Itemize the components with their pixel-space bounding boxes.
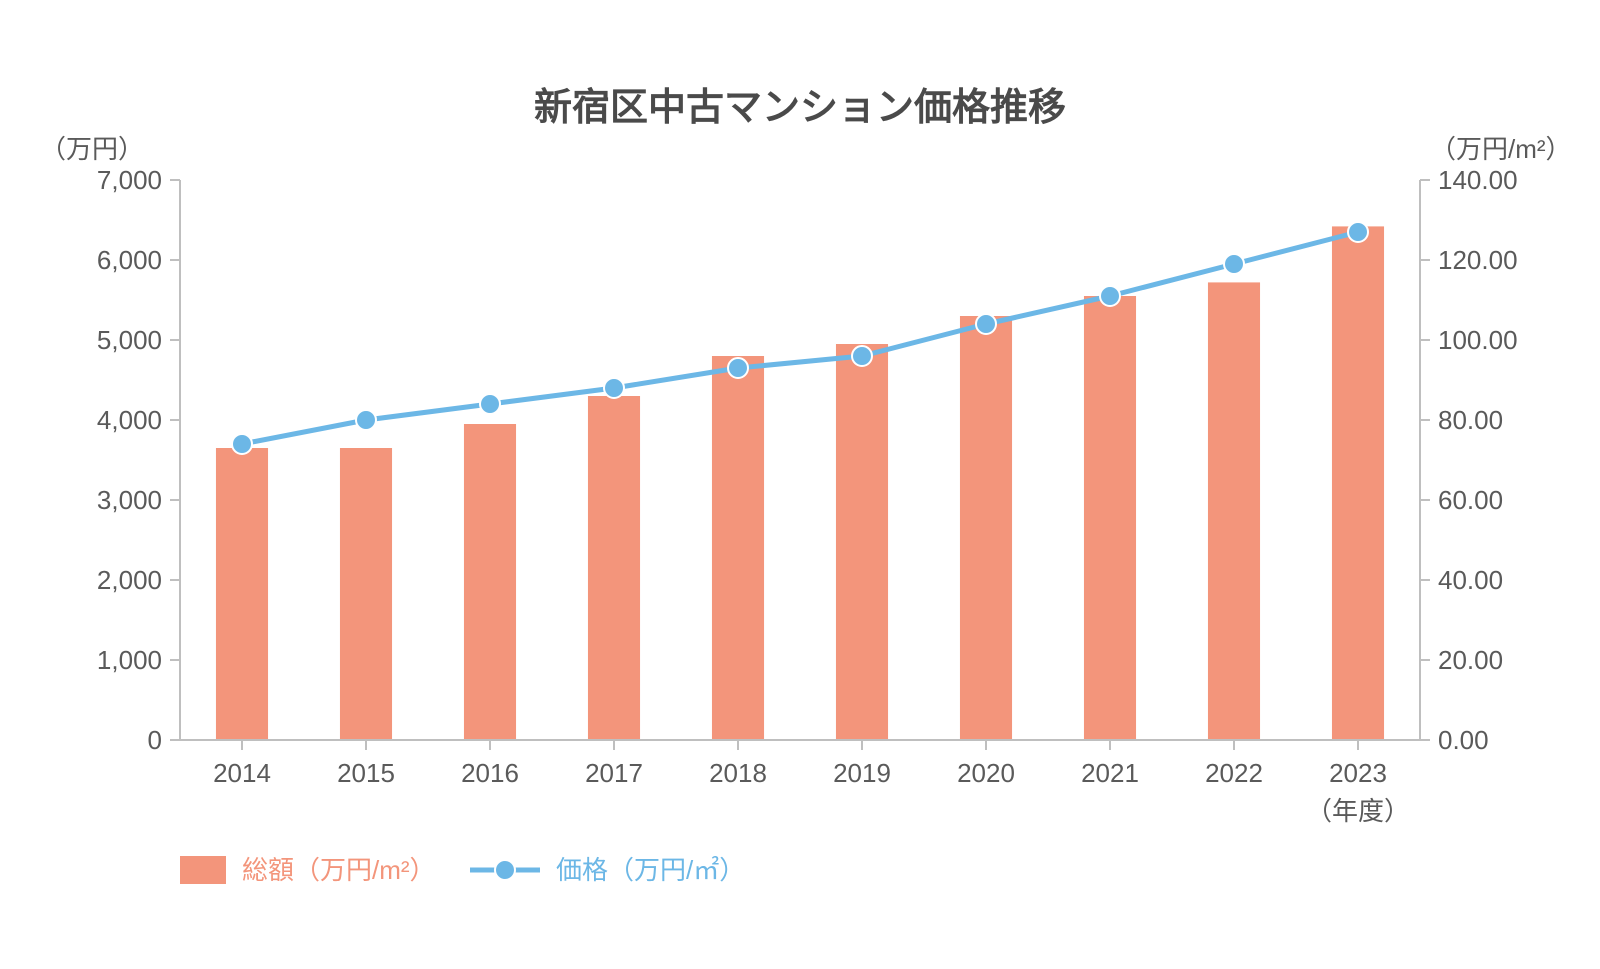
legend-line-marker	[495, 860, 515, 880]
y-right-tick-label: 60.00	[1438, 485, 1503, 515]
bar	[712, 356, 764, 740]
bar	[1332, 226, 1384, 740]
x-tick-label: 2016	[461, 758, 519, 788]
x-tick-label: 2021	[1081, 758, 1139, 788]
bar	[1084, 296, 1136, 740]
line-series	[242, 232, 1358, 444]
y-left-tick-label: 3,000	[97, 485, 162, 515]
y-right-tick-label: 140.00	[1438, 165, 1518, 195]
line-marker	[356, 410, 376, 430]
y-right-tick-label: 120.00	[1438, 245, 1518, 275]
bar	[836, 344, 888, 740]
y-left-tick-label: 1,000	[97, 645, 162, 675]
y-right-tick-label: 0.00	[1438, 725, 1489, 755]
line-marker	[232, 434, 252, 454]
y-left-title: （万円）	[40, 134, 144, 164]
x-tick-label: 2023	[1329, 758, 1387, 788]
x-tick-label: 2017	[585, 758, 643, 788]
x-tick-label: 2018	[709, 758, 767, 788]
x-tick-label: 2019	[833, 758, 891, 788]
legend-bar-label: 総額（万円/m²）	[242, 855, 436, 885]
x-tick-label: 2020	[957, 758, 1015, 788]
y-left-tick-label: 4,000	[97, 405, 162, 435]
line-marker	[852, 346, 872, 366]
line-marker	[1100, 286, 1120, 306]
y-right-tick-label: 100.00	[1438, 325, 1518, 355]
legend-bar-swatch	[180, 856, 226, 884]
y-left-tick-label: 6,000	[97, 245, 162, 275]
bar	[340, 448, 392, 740]
y-right-title: （万円/m²）	[1430, 134, 1572, 164]
bar	[960, 316, 1012, 740]
line-marker	[1224, 254, 1244, 274]
line-marker	[480, 394, 500, 414]
y-left-tick-label: 0	[148, 725, 162, 755]
line-marker	[1348, 222, 1368, 242]
y-left-tick-label: 5,000	[97, 325, 162, 355]
chart-title: 新宿区中古マンション価格推移	[534, 87, 1066, 129]
line-marker	[728, 358, 748, 378]
chart-container: 新宿区中古マンション価格推移 （万円） （万円/m²） 0 1,000 2,000 3,00…	[0, 0, 1600, 969]
x-tick-label: 2015	[337, 758, 395, 788]
x-tick-label: 2014	[213, 758, 271, 788]
y-left-tick-label: 7,000	[97, 165, 162, 195]
bar	[588, 396, 640, 740]
bar	[216, 448, 268, 740]
y-right-tick-label: 80.00	[1438, 405, 1503, 435]
line-marker	[976, 314, 996, 334]
line-marker	[604, 378, 624, 398]
y-right-tick-label: 20.00	[1438, 645, 1503, 675]
x-tick-label: 2022	[1205, 758, 1263, 788]
bar	[464, 424, 516, 740]
y-left-tick-label: 2,000	[97, 565, 162, 595]
x-axis-title: （年度）	[1306, 796, 1410, 826]
y-right-tick-label: 40.00	[1438, 565, 1503, 595]
legend-line-label: 価格（万円/㎡）	[556, 855, 745, 885]
chart-svg: 新宿区中古マンション価格推移 （万円） （万円/m²） 0 1,000 2,000 3,00…	[0, 0, 1600, 969]
bar	[1208, 282, 1260, 740]
